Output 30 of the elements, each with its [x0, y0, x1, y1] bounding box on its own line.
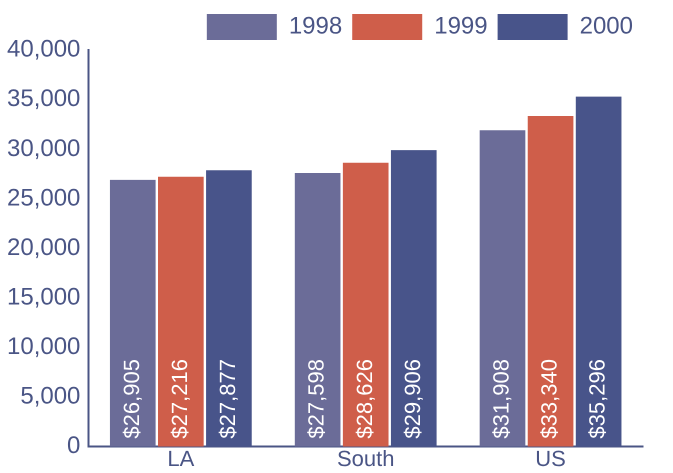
legend-label: 2000 [580, 12, 633, 40]
y-tick-label: 5,000 [20, 382, 80, 410]
y-tick-label: 20,000 [7, 234, 80, 261]
y-tick-label: 0 [67, 432, 80, 460]
bar [158, 176, 204, 447]
data-label: $29,906 [400, 359, 425, 439]
data-label: $35,296 [584, 359, 610, 439]
legend-label: 1998 [288, 12, 342, 40]
data-label: $27,598 [304, 359, 329, 439]
legend-label: 1999 [434, 12, 488, 40]
x-tick-label: South [336, 446, 394, 471]
y-tick-label: 10,000 [7, 333, 80, 360]
y-tick-label: 30,000 [7, 134, 80, 162]
data-label: $26,905 [118, 359, 144, 439]
bar [528, 116, 574, 447]
y-tick-label: 40,000 [7, 36, 80, 63]
data-label: $31,908 [488, 359, 514, 439]
data-label: $33,340 [536, 359, 562, 439]
bar [294, 172, 340, 447]
bar [342, 162, 389, 447]
data-label: $27,877 [214, 359, 240, 439]
x-tick-label: US [535, 446, 566, 471]
y-tick-label: 15,000 [7, 284, 80, 310]
bar [110, 180, 156, 447]
y-tick-label: 35,000 [7, 85, 80, 112]
data-label: $27,216 [166, 359, 192, 439]
y-tick-label: 25,000 [7, 184, 80, 212]
bar [480, 130, 526, 447]
x-tick-label: LA [167, 446, 195, 471]
data-label: $28,626 [352, 359, 377, 439]
